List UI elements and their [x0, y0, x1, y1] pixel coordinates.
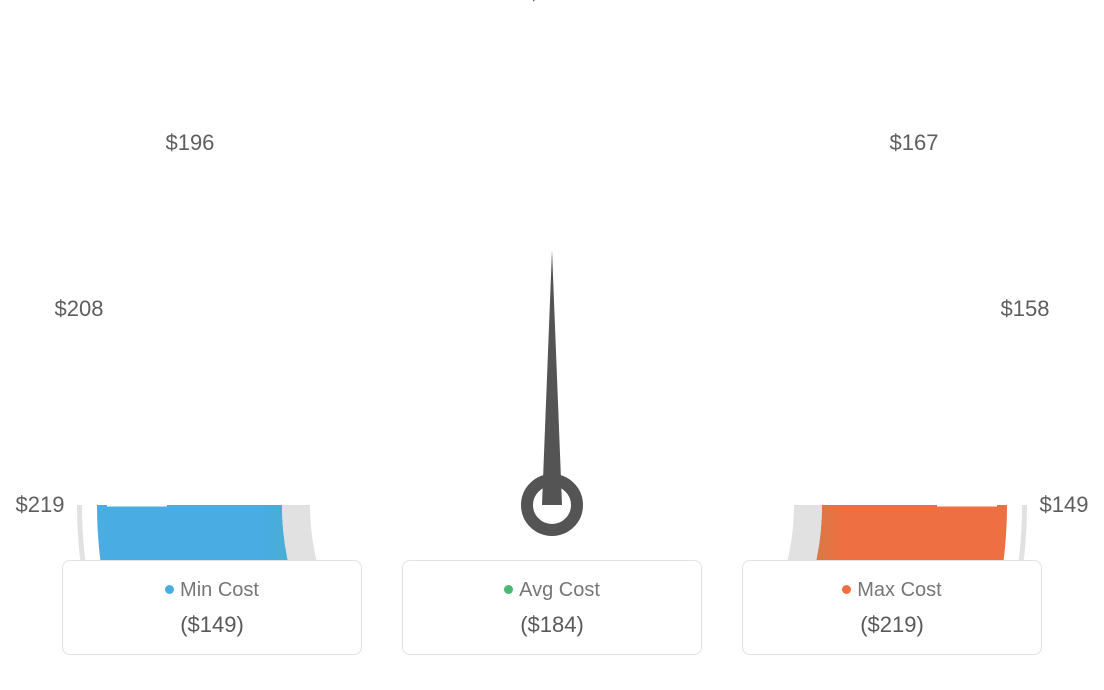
gauge-scale-label: $149	[1040, 492, 1089, 518]
gauge-area: $149 $158 $167 $184 $196 $208 $219	[0, 0, 1104, 560]
gauge-scale-label: $158	[1001, 296, 1050, 322]
gauge-tick	[824, 190, 866, 232]
gauge-tick	[305, 135, 327, 168]
gauge-tick	[777, 135, 799, 168]
gauge-scale-label: $219	[16, 492, 65, 518]
gauge-needle	[542, 250, 562, 505]
gauge-tick	[465, 69, 473, 108]
gauge-tick	[707, 94, 722, 131]
legend-card-avg: Avg Cost ($184)	[402, 560, 702, 655]
legend-card-max: Max Cost ($219)	[742, 560, 1042, 655]
gauge-tick	[237, 190, 279, 232]
gauge-tick	[949, 418, 988, 426]
legend-value-avg: ($184)	[413, 612, 691, 638]
legend-value-min: ($149)	[73, 612, 351, 638]
gauge-tick	[631, 69, 639, 108]
legend-label-max: Max Cost	[857, 579, 941, 601]
gauge-scale-label: $196	[165, 130, 214, 156]
gauge-tick	[382, 94, 397, 131]
cost-gauge-chart: $149 $158 $167 $184 $196 $208 $219 Min Cost ($…	[0, 0, 1104, 690]
gauge-svg	[0, 0, 1104, 560]
legend-row: Min Cost ($149) Avg Cost ($184) Max Cost…	[0, 560, 1104, 655]
legend-label-avg: Avg Cost	[519, 579, 600, 601]
legend-dot-min	[165, 585, 174, 594]
gauge-tick	[908, 335, 963, 358]
legend-card-min: Min Cost ($149)	[62, 560, 362, 655]
gauge-tick	[141, 335, 196, 358]
legend-label-min: Min Cost	[180, 579, 259, 601]
gauge-tick	[116, 418, 155, 426]
gauge-tick	[889, 258, 922, 280]
gauge-scale-label: $184	[528, 0, 577, 6]
legend-dot-max	[842, 585, 851, 594]
gauge-scale-label: $167	[890, 130, 939, 156]
legend-title-max: Max Cost	[753, 579, 1031, 602]
legend-title-avg: Avg Cost	[413, 579, 691, 602]
legend-title-min: Min Cost	[73, 579, 351, 602]
legend-dot-avg	[504, 585, 513, 594]
gauge-tick	[182, 258, 215, 280]
legend-value-max: ($219)	[753, 612, 1031, 638]
gauge-scale-label: $208	[54, 296, 103, 322]
